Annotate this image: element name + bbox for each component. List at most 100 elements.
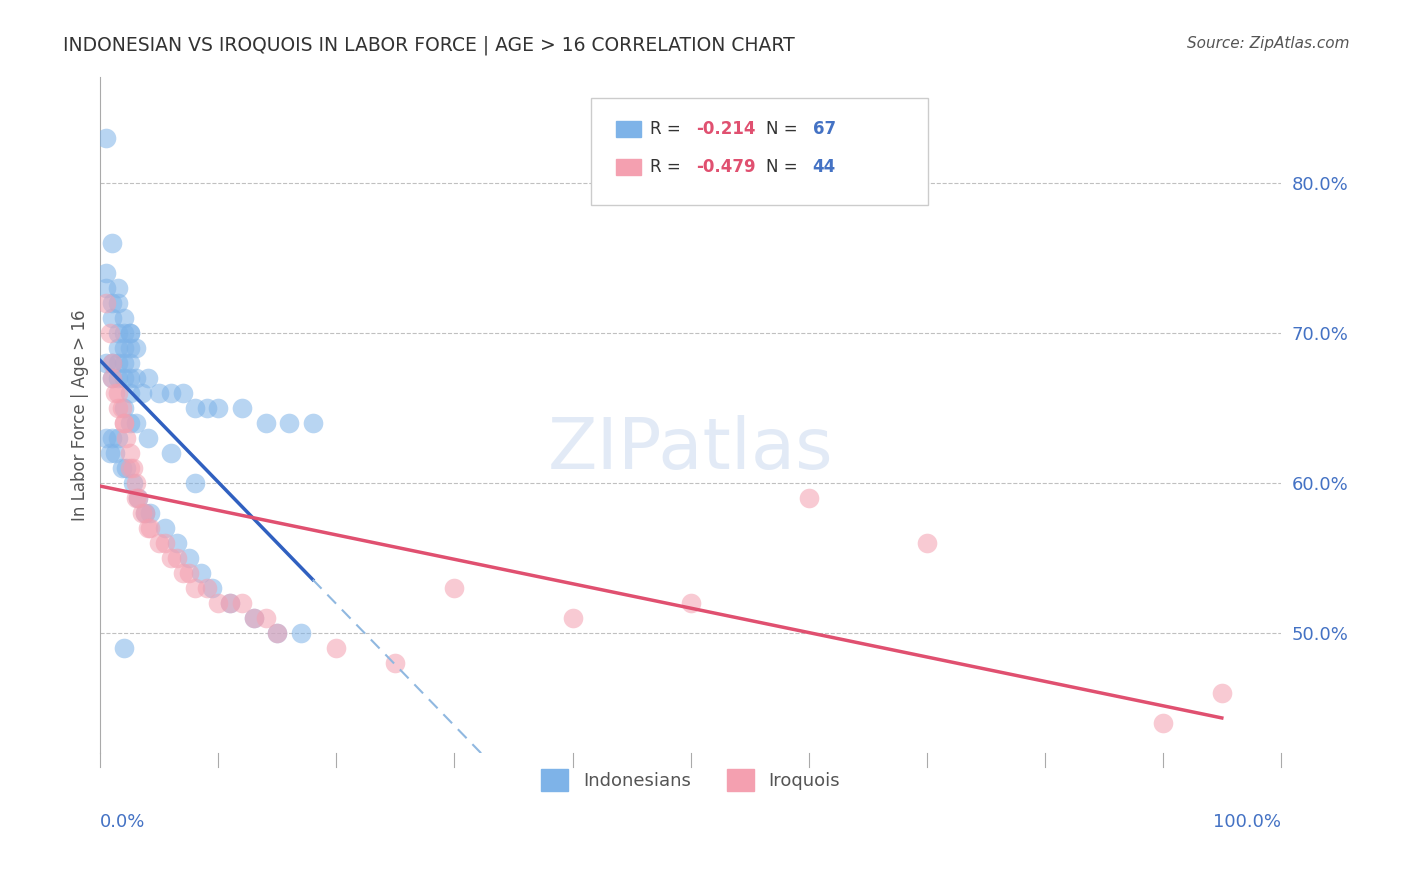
Point — [127, 491, 149, 505]
Text: 100.0%: 100.0% — [1213, 814, 1281, 831]
Point — [207, 596, 229, 610]
Point — [107, 326, 129, 340]
Point — [134, 506, 156, 520]
Point — [115, 461, 138, 475]
Point — [107, 341, 129, 355]
Point — [107, 431, 129, 445]
Point — [122, 461, 145, 475]
Point — [231, 596, 253, 610]
Point — [915, 536, 938, 550]
Point — [207, 401, 229, 415]
Point — [118, 446, 141, 460]
Point — [325, 641, 347, 656]
Point — [136, 431, 159, 445]
Point — [177, 566, 200, 580]
Point — [184, 475, 207, 490]
Point — [107, 401, 129, 415]
Point — [107, 371, 129, 385]
Point — [561, 611, 583, 625]
Point — [254, 416, 277, 430]
Point — [278, 416, 301, 430]
Point — [112, 401, 135, 415]
Point — [107, 281, 129, 295]
Point — [112, 310, 135, 325]
Point — [96, 431, 118, 445]
Point — [219, 596, 242, 610]
Point — [101, 371, 124, 385]
Point — [107, 385, 129, 400]
Text: N =: N = — [766, 120, 803, 138]
Point — [155, 536, 177, 550]
Point — [136, 521, 159, 535]
Text: -0.479: -0.479 — [696, 158, 755, 176]
Point — [148, 385, 170, 400]
Text: R =: R = — [650, 158, 686, 176]
Point — [243, 611, 266, 625]
Point — [134, 506, 156, 520]
Point — [155, 521, 177, 535]
Point — [127, 491, 149, 505]
Point — [118, 341, 141, 355]
Point — [112, 326, 135, 340]
Point — [98, 446, 121, 460]
Point — [290, 626, 312, 640]
Point — [139, 521, 162, 535]
Point — [190, 566, 212, 580]
Point — [166, 551, 188, 566]
Point — [797, 491, 820, 505]
Point — [148, 536, 170, 550]
Point — [139, 506, 162, 520]
Point — [101, 356, 124, 370]
Point — [195, 581, 218, 595]
Point — [112, 416, 135, 430]
Point — [110, 461, 132, 475]
Point — [254, 611, 277, 625]
Point — [172, 385, 194, 400]
Point — [231, 401, 253, 415]
Point — [118, 416, 141, 430]
Point — [101, 431, 124, 445]
Point — [243, 611, 266, 625]
Point — [160, 551, 183, 566]
Point — [184, 581, 207, 595]
Point — [103, 446, 125, 460]
Text: INDONESIAN VS IROQUOIS IN LABOR FORCE | AGE > 16 CORRELATION CHART: INDONESIAN VS IROQUOIS IN LABOR FORCE | … — [63, 36, 794, 55]
Point — [122, 475, 145, 490]
Point — [302, 416, 325, 430]
Point — [160, 446, 183, 460]
Legend: Indonesians, Iroquois: Indonesians, Iroquois — [534, 762, 848, 798]
Point — [96, 130, 118, 145]
Text: 67: 67 — [813, 120, 835, 138]
Text: 0.0%: 0.0% — [100, 814, 146, 831]
Point — [110, 401, 132, 415]
Point — [118, 385, 141, 400]
Text: R =: R = — [650, 120, 686, 138]
Point — [107, 295, 129, 310]
Text: N =: N = — [766, 158, 803, 176]
Point — [103, 385, 125, 400]
Point — [96, 281, 118, 295]
Point — [96, 356, 118, 370]
Point — [1152, 716, 1174, 731]
Point — [384, 657, 406, 671]
Point — [112, 416, 135, 430]
Text: 44: 44 — [813, 158, 837, 176]
Text: ZIPatlas: ZIPatlas — [548, 415, 834, 483]
Point — [101, 295, 124, 310]
Point — [679, 596, 702, 610]
Point — [107, 356, 129, 370]
Point — [101, 371, 124, 385]
Point — [112, 341, 135, 355]
Point — [101, 235, 124, 250]
Point — [219, 596, 242, 610]
Point — [112, 371, 135, 385]
Point — [125, 475, 148, 490]
Point — [125, 341, 148, 355]
Point — [201, 581, 224, 595]
Point — [115, 431, 138, 445]
Point — [96, 266, 118, 280]
Text: Source: ZipAtlas.com: Source: ZipAtlas.com — [1187, 36, 1350, 51]
Point — [112, 641, 135, 656]
Point — [101, 356, 124, 370]
Point — [1211, 686, 1233, 700]
